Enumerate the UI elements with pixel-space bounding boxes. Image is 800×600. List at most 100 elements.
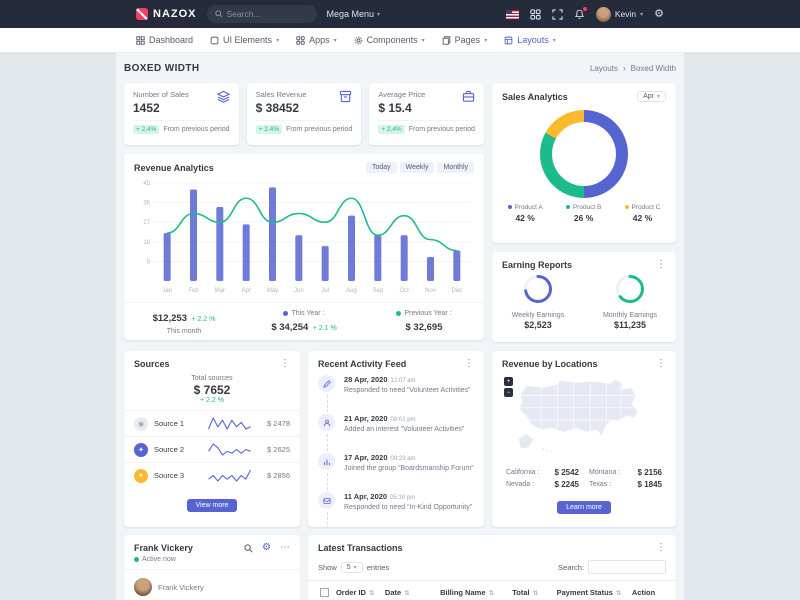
- stat-badge: + 2.4%: [133, 125, 160, 134]
- revenue-this-year: This Year : $ 34,254 + 2.1 %: [271, 310, 337, 333]
- main-navbar: Dashboard UI Elements ▾ Apps ▾ Components ▾…: [0, 28, 800, 53]
- stat-title: Number of Sales: [133, 90, 189, 99]
- legend-product-b: Product B 26 %: [565, 204, 601, 223]
- range-button-monthly[interactable]: Monthly: [437, 162, 474, 173]
- online-dot: [134, 557, 139, 562]
- stat-card-average-price: Average Price $ 15.4 + 2.4% From previou…: [369, 83, 484, 145]
- svg-text:9: 9: [147, 259, 151, 265]
- sort-icon[interactable]: ⇅: [532, 588, 539, 597]
- bell-icon: [574, 9, 584, 19]
- breadcrumb-parent[interactable]: Layouts: [589, 64, 618, 73]
- user-avatar: [595, 6, 611, 22]
- chart-icon: [323, 459, 330, 465]
- revenue-chart: 9 18 27 36 45 Jan Feb Mar Apr May Jun Jul Aug Sep Oct N…: [143, 181, 470, 294]
- user-menu[interactable]: Kevin ▾: [595, 6, 644, 22]
- apps-grid-icon: [530, 8, 541, 20]
- card-title: Sources: [134, 359, 170, 369]
- nav-item-ui-elements[interactable]: UI Elements ▾: [210, 35, 279, 45]
- chevron-down-icon: ▾: [656, 94, 660, 100]
- chat-sender: Frank Vickery: [158, 582, 204, 592]
- source-row-1[interactable]: ◉ Source 1 $ 2478: [124, 410, 300, 436]
- sort-icon[interactable]: ⇅: [488, 588, 494, 597]
- svg-text:Oct: Oct: [399, 288, 409, 294]
- sales-donut: [540, 110, 628, 198]
- pencil-icon: [322, 379, 331, 388]
- page-size-select[interactable]: 5 ▾: [340, 561, 363, 573]
- notifications-button[interactable]: [574, 6, 587, 20]
- search-input[interactable]: [226, 9, 307, 19]
- sort-icon[interactable]: ⇅: [404, 588, 410, 597]
- period-select[interactable]: Apr ▾: [637, 91, 666, 102]
- source-row-3[interactable]: ● Source 3 $ 2856: [124, 462, 300, 488]
- svg-text:Apr: Apr: [241, 288, 250, 294]
- revenue-analytics-card: Revenue Analytics Today Weekly Monthly 9…: [124, 154, 484, 340]
- nav-item-pages[interactable]: Pages ▾: [442, 35, 488, 45]
- nav-item-layouts[interactable]: Layouts ▾: [504, 35, 556, 45]
- kebab-menu-icon[interactable]: ⋮: [280, 358, 290, 369]
- usa-map[interactable]: [502, 375, 666, 457]
- kebab-menu-icon[interactable]: ⋮: [656, 259, 666, 270]
- activity-item: 28 Apr, 2020 12:07 am Responded to need “…: [318, 375, 474, 417]
- kebab-menu-icon[interactable]: ⋮: [656, 542, 666, 553]
- location-montana: Montana : $ 2156: [589, 468, 662, 477]
- sources-total: Total sources $ 7652 + 2.2 %: [191, 375, 233, 404]
- apps-icon: [296, 35, 305, 45]
- source-3-sparkline: [208, 469, 252, 482]
- range-button-weekly[interactable]: Weekly: [399, 162, 435, 173]
- svg-text:Jan: Jan: [162, 288, 172, 294]
- alaska-shape: [517, 432, 535, 450]
- weekly-earnings: Weekly Earnings $2,523: [492, 274, 584, 330]
- transactions-card: Latest Transactions ⋮ Show 5 ▾ entries Se…: [308, 535, 676, 600]
- sort-icon[interactable]: ⇅: [615, 588, 622, 597]
- logo-icon: [136, 8, 148, 20]
- chevron-down-icon: ▾: [640, 11, 644, 18]
- monthly-earnings-radial: [616, 275, 644, 303]
- chevron-down-icon: ▾: [421, 37, 425, 44]
- search-icon: [214, 10, 223, 18]
- nav-item-apps[interactable]: Apps ▾: [296, 35, 337, 45]
- chat-user-name: Frank Vickery: [134, 543, 193, 553]
- chat-status: Active now: [134, 556, 193, 563]
- chevron-down-icon: ▾: [484, 37, 488, 44]
- search-icon[interactable]: [244, 543, 253, 553]
- chat-card: Frank Vickery Active now ⚙ ⋯ Frank Vicke…: [124, 535, 300, 600]
- map-zoom-out-button[interactable]: −: [504, 388, 513, 397]
- range-button-today[interactable]: Today: [365, 162, 397, 173]
- ui-elements-icon: [210, 36, 219, 44]
- settings-button[interactable]: ⚙: [654, 8, 664, 20]
- topbar-search[interactable]: [206, 5, 317, 23]
- stat-card-number-of-sales: Number of Sales 1452 + 2.4% From previou…: [124, 83, 239, 145]
- user-name: Kevin: [614, 9, 637, 19]
- kebab-menu-icon[interactable]: ⋮: [656, 358, 666, 369]
- map-zoom-in-button[interactable]: +: [504, 377, 513, 386]
- dashboard-icon: [136, 35, 145, 45]
- ellipsis-icon[interactable]: ⋯: [280, 542, 290, 553]
- app-logo[interactable]: NAZOX: [136, 8, 197, 20]
- stat-card-sales-revenue: Sales Revenue $ 38452 + 2.4% From previo…: [246, 83, 362, 145]
- source-row-2[interactable]: ✦ Source 2 $ 2625: [124, 436, 300, 462]
- table-search-input[interactable]: [588, 560, 666, 574]
- monthly-earnings: Monthly Earnings $11,235: [584, 274, 676, 330]
- learn-more-button[interactable]: Learn more: [557, 501, 611, 514]
- gear-icon[interactable]: ⚙: [262, 542, 271, 553]
- nav-item-dashboard[interactable]: Dashboard: [136, 35, 193, 45]
- select-all-checkbox[interactable]: [319, 587, 330, 598]
- breadcrumb-separator: ›: [622, 64, 626, 73]
- fullscreen-icon: [552, 8, 563, 20]
- nav-item-components[interactable]: Components ▾: [354, 35, 425, 45]
- language-flag-button[interactable]: [505, 9, 519, 19]
- card-title: Recent Activity Feed: [318, 359, 407, 369]
- sort-icon[interactable]: ⇅: [368, 588, 375, 597]
- chevron-down-icon: ▾: [333, 37, 337, 44]
- mail-icon: [322, 497, 331, 504]
- kebab-menu-icon[interactable]: ⋮: [464, 358, 474, 369]
- svg-text:Sep: Sep: [372, 288, 383, 294]
- mega-menu[interactable]: Mega Menu ▾: [326, 9, 381, 19]
- view-more-button[interactable]: View more: [186, 499, 238, 512]
- card-title: Revenue Analytics: [134, 162, 214, 173]
- svg-text:36: 36: [143, 201, 150, 207]
- apps-grid-button[interactable]: [530, 8, 541, 20]
- fullscreen-button[interactable]: [552, 8, 563, 20]
- revenue-month-summary: $12,253 + 2.2 % This month: [152, 313, 216, 335]
- chevron-down-icon: ▾: [276, 37, 280, 44]
